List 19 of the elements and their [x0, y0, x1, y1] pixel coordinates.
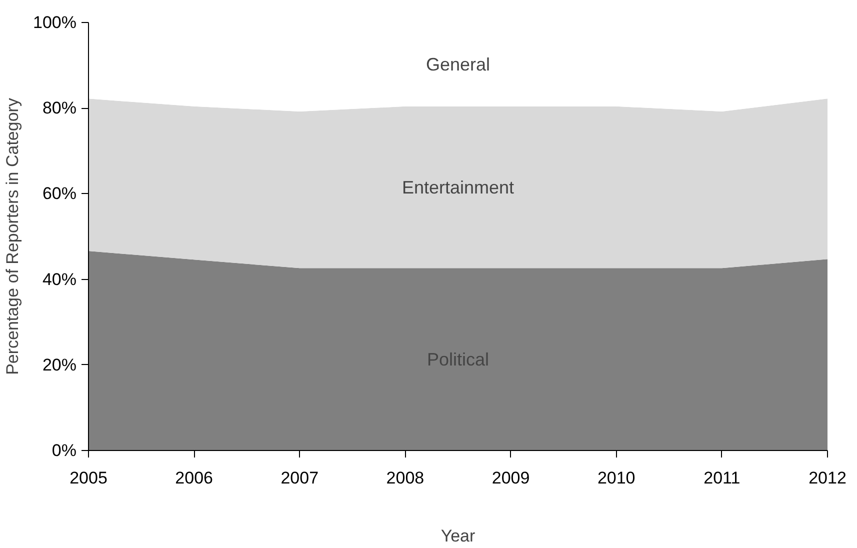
- series-label: Entertainment: [402, 177, 514, 198]
- y-tick-label: 60%: [42, 184, 77, 204]
- series-label: General: [426, 54, 490, 74]
- x-tick-label: 2005: [70, 468, 108, 488]
- x-tick-label: 2007: [280, 468, 319, 488]
- x-tick-label: 2009: [492, 468, 530, 488]
- x-tick-label: 2012: [808, 468, 846, 488]
- series-label: Political: [426, 349, 490, 370]
- y-tick-label: 0%: [52, 441, 77, 460]
- x-tick-label: 2010: [597, 468, 636, 488]
- y-axis-title: Percentage of Reporters in Category: [3, 98, 22, 375]
- y-tick-label: 80%: [42, 98, 77, 118]
- x-tick-label: 2006: [175, 468, 213, 488]
- x-tick-label: 2011: [704, 468, 740, 488]
- y-tick-label: 20%: [42, 355, 77, 374]
- y-tick-label: 40%: [42, 270, 77, 289]
- x-axis-title: Year: [440, 526, 476, 546]
- y-tick-label: 100%: [33, 13, 77, 32]
- x-tick-label: 2008: [386, 468, 424, 488]
